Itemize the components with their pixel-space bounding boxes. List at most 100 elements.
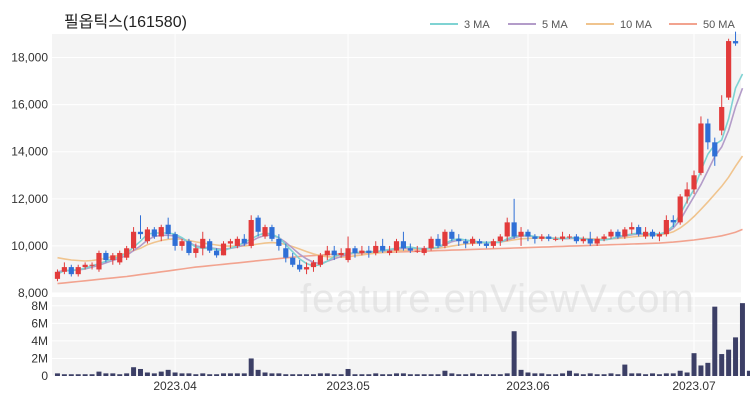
candle-body: [227, 241, 234, 244]
candle-body: [158, 227, 164, 237]
candle: [269, 224, 275, 242]
volume-bar: [414, 374, 420, 376]
candle: [566, 234, 573, 239]
candle-body: [497, 236, 503, 242]
candle: [96, 250, 102, 272]
volume-bar: [373, 373, 379, 376]
volume-bar: [304, 374, 310, 376]
volume-bar: [227, 373, 233, 376]
candle: [366, 245, 372, 258]
volume-bar: [394, 373, 399, 376]
candle: [677, 194, 683, 225]
candle-body: [255, 217, 261, 232]
date-tick-label: 2023.06: [506, 379, 550, 393]
candle-body: [54, 271, 61, 279]
candle-body: [511, 222, 517, 237]
candle-body: [352, 248, 358, 253]
candle-body: [553, 238, 559, 240]
candle-body: [414, 250, 420, 252]
volume-bar: [511, 331, 517, 376]
candle: [214, 248, 220, 258]
candle-body: [380, 245, 386, 251]
candle-body: [490, 241, 496, 246]
candle-body: [705, 123, 711, 143]
candle: [622, 227, 628, 239]
candle: [463, 238, 469, 249]
candle: [110, 252, 116, 265]
volume-bar: [158, 371, 164, 376]
candle-body: [324, 250, 330, 256]
candle-body: [594, 238, 600, 244]
volume-bar: [670, 373, 676, 376]
volume-bar: [546, 374, 552, 376]
volume-bar: [241, 373, 247, 376]
candle-body: [573, 236, 579, 242]
volume-bar: [400, 373, 406, 376]
candle-body: [68, 267, 74, 275]
candle: [227, 238, 234, 249]
candle: [456, 234, 462, 246]
candle-body: [310, 262, 317, 268]
price-plot-area: [52, 34, 741, 293]
candle: [338, 248, 344, 258]
volume-bar: [262, 372, 268, 376]
candle: [255, 215, 261, 237]
candle-body: [518, 231, 524, 237]
candle-body: [463, 241, 469, 244]
candle: [518, 227, 524, 246]
volume-bar: [103, 373, 109, 376]
candle: [629, 222, 635, 235]
chart-legend: 3 MA 5 MA 10 MA 50 MA: [430, 19, 735, 31]
candle: [386, 245, 393, 256]
candle: [691, 170, 697, 195]
candle-body: [504, 222, 510, 237]
volume-bar: [490, 374, 496, 376]
candle: [345, 236, 351, 263]
candle-body: [483, 243, 490, 246]
volume-bar: [636, 373, 642, 376]
candle: [144, 227, 151, 244]
candle-body: [525, 231, 531, 237]
candle: [442, 229, 448, 249]
candle: [117, 250, 123, 265]
candle: [532, 234, 538, 244]
candle-body: [82, 264, 88, 268]
candle-body: [677, 196, 683, 223]
price-tick-label: 14,000: [11, 145, 48, 159]
volume-bar: [110, 373, 116, 376]
ma-line-10-ma: [57, 155, 744, 262]
candle-body: [165, 224, 171, 235]
volume-bar: [124, 373, 130, 376]
candle-body: [303, 267, 310, 270]
candle: [421, 245, 427, 256]
volume-bar: [380, 374, 386, 376]
volume-tick-label: 6M: [31, 316, 48, 330]
date-tick-label: 2023.04: [153, 379, 197, 393]
volume-bar: [497, 374, 503, 376]
volume-bar: [580, 374, 586, 376]
candle: [283, 243, 289, 263]
volume-bar: [539, 373, 545, 376]
candle: [165, 217, 171, 239]
candle: [663, 215, 669, 237]
legend-label: 3 MA: [464, 19, 490, 31]
candle-body: [290, 257, 296, 265]
candle-body: [200, 238, 206, 249]
volume-bar: [96, 371, 102, 376]
candle: [525, 229, 531, 242]
candle: [601, 234, 607, 242]
candle-body: [151, 229, 157, 237]
candle: [656, 231, 663, 242]
candle: [670, 215, 676, 228]
candle-body: [449, 231, 455, 239]
candle-body: [456, 238, 462, 242]
candle: [200, 231, 206, 256]
candle-body: [241, 238, 247, 244]
watermark: feature.enViewV.com: [300, 277, 695, 321]
candle-body: [214, 250, 220, 256]
candle-body: [684, 189, 690, 197]
volume-bar: [553, 374, 559, 376]
volume-bar: [594, 374, 600, 376]
candle: [75, 264, 81, 277]
volume-tick-label: 2M: [31, 351, 48, 365]
